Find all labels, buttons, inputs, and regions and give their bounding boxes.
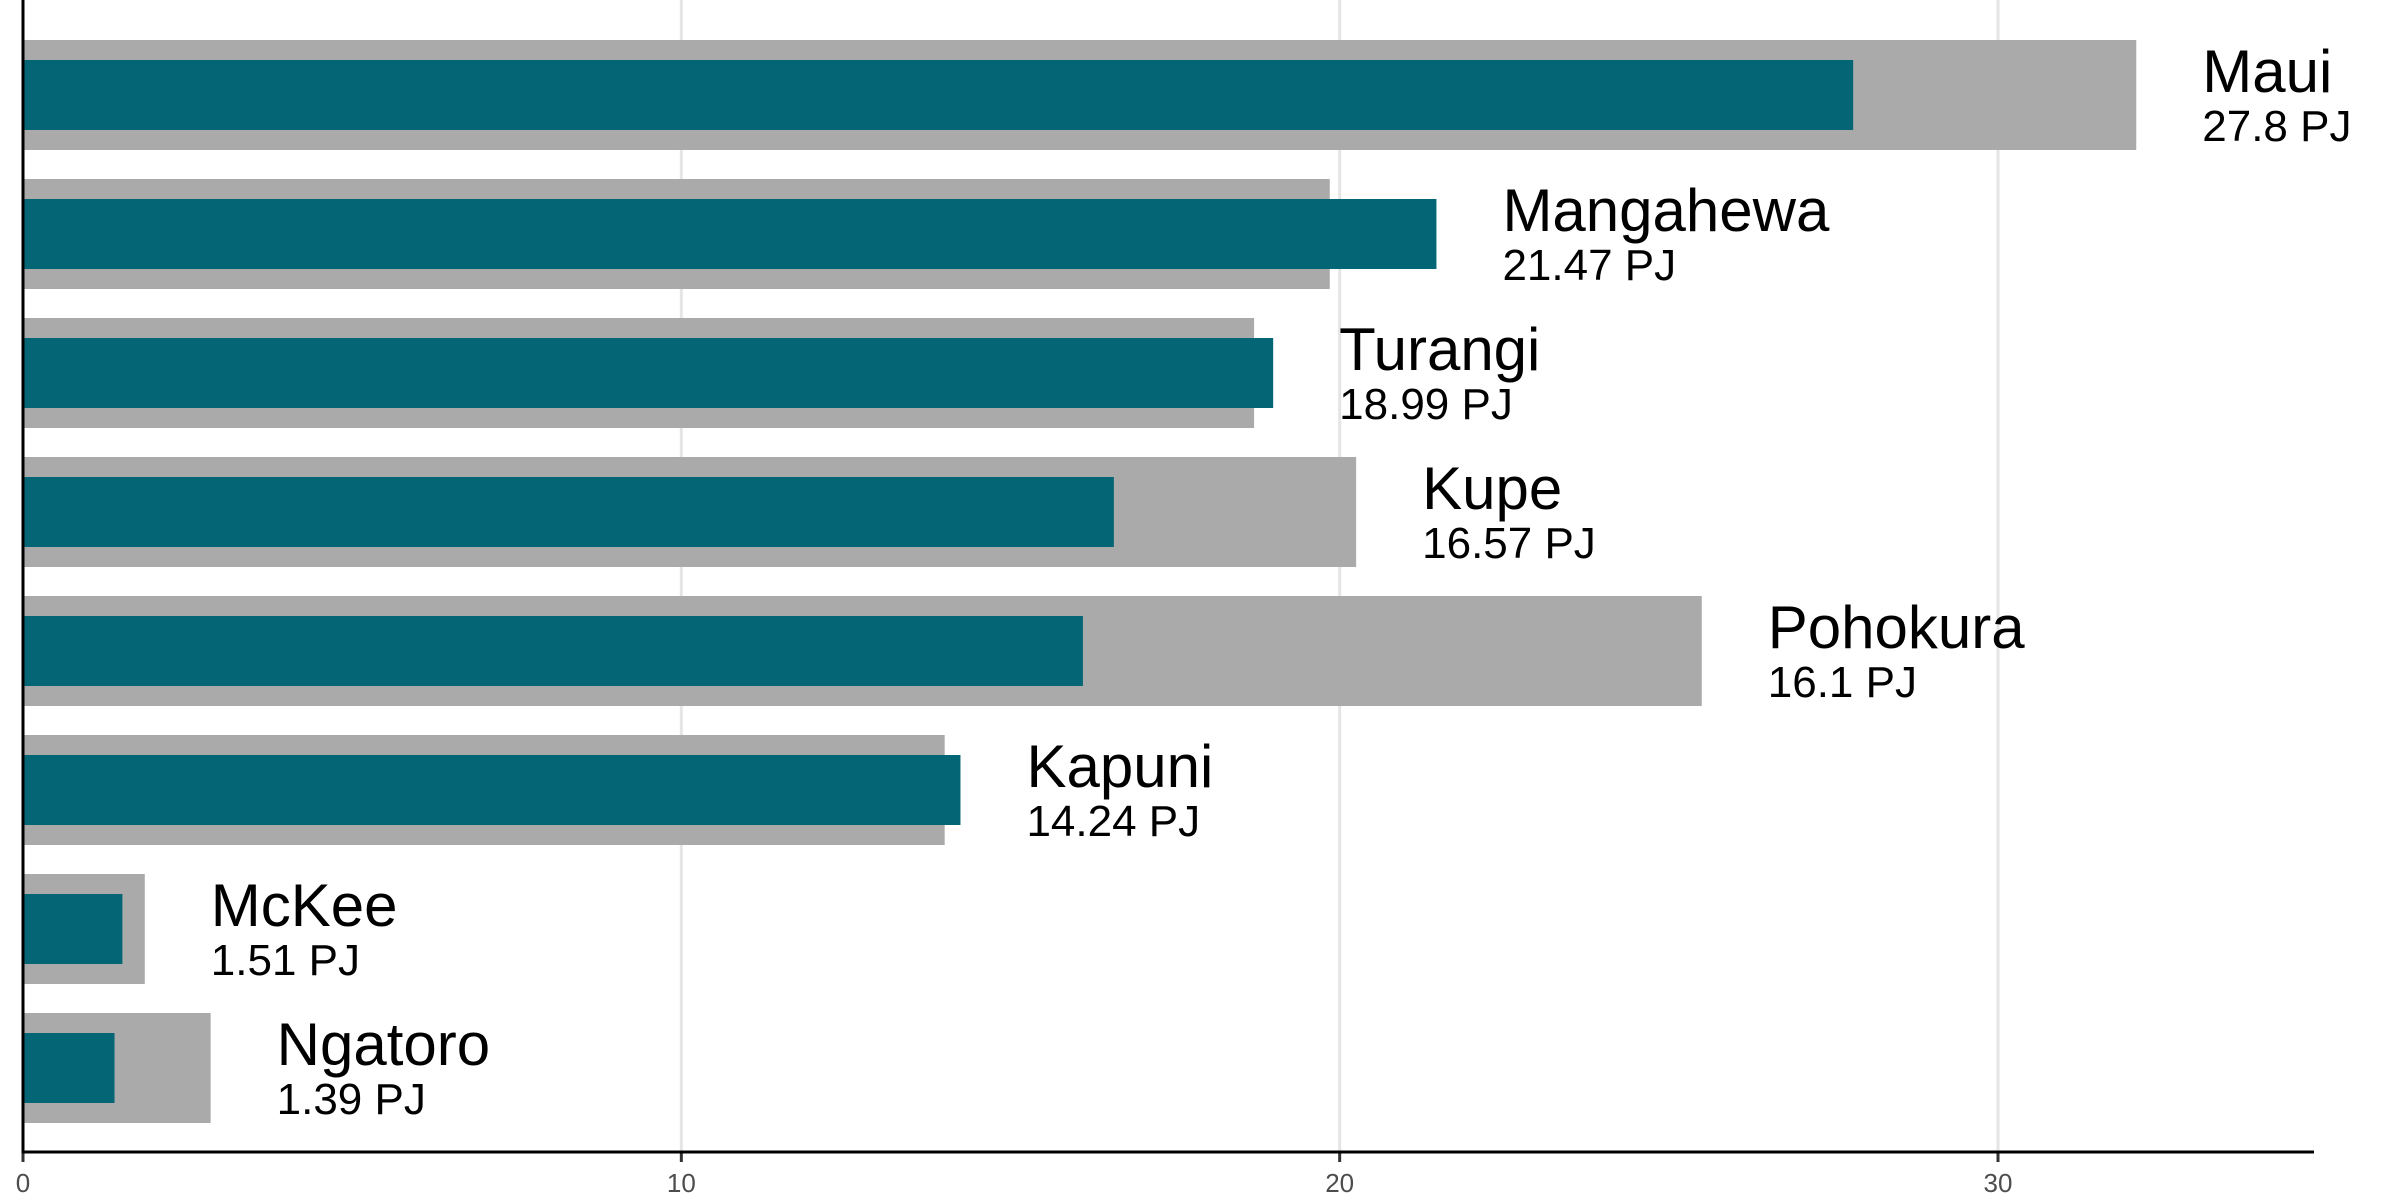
foreground-bar [23,60,1854,130]
bars [23,40,2137,1123]
category-label: Turangi [1339,316,1540,383]
value-label: 27.8 PJ [2202,102,2351,151]
category-label: Pohokura [1768,594,2025,661]
value-label: 18.99 PJ [1339,380,1513,429]
x-tick-label: 20 [1325,1168,1354,1198]
foreground-bar [23,199,1437,269]
category-label: Kapuni [1026,733,1213,800]
foreground-bar [23,616,1083,686]
gridlines [679,0,2000,1152]
category-label: Mangahewa [1502,177,1830,244]
x-tick-label: 0 [16,1168,30,1198]
value-label: 1.39 PJ [277,1075,426,1124]
foreground-bar [23,894,123,964]
category-label: Ngatoro [277,1011,490,1078]
value-label: 16.57 PJ [1422,519,1596,568]
category-label: McKee [211,872,398,939]
value-label: 1.51 PJ [211,936,360,985]
foreground-bar [23,338,1274,408]
foreground-bar [23,755,961,825]
axes: 0 10 20 30 [16,0,2314,1198]
foreground-bar [23,477,1114,547]
x-tick-label: 10 [667,1168,696,1198]
foreground-bar [23,1033,115,1103]
value-label: 21.47 PJ [1502,241,1676,290]
category-label: Maui [2202,38,2332,105]
category-label: Kupe [1422,455,1562,522]
x-tick-label: 30 [1984,1168,2013,1198]
value-label: 14.24 PJ [1026,797,1200,846]
value-label: 16.1 PJ [1768,658,1917,707]
